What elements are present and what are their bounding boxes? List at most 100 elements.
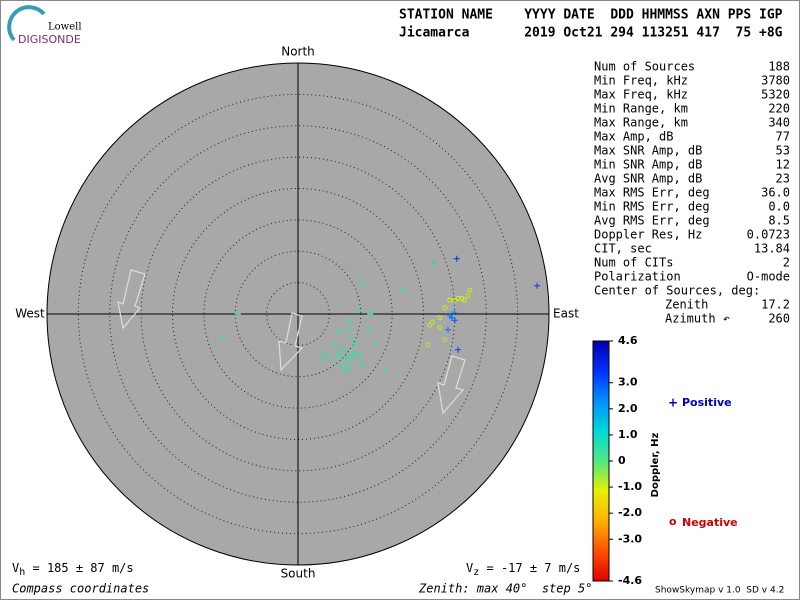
stat-label: Min RMS Err, deg	[594, 200, 710, 214]
source-positive	[355, 307, 362, 314]
source-positive	[451, 309, 458, 316]
vz-sub: z	[473, 567, 479, 578]
west-label: West	[15, 307, 45, 321]
source-positive	[347, 326, 354, 333]
stat-value: 13.84	[754, 242, 790, 256]
zenith-note: Zenith: max 40° step 5°	[418, 582, 592, 596]
stat-value: 0.0723	[747, 228, 790, 242]
legend-marker: +	[668, 396, 678, 410]
stat-value: 36.0	[761, 186, 790, 200]
south-label: South	[281, 567, 316, 581]
source-negative	[442, 337, 448, 343]
stat-value: 23	[776, 172, 790, 186]
stat-value: 3780	[761, 74, 790, 88]
stats-table: Num of Sources 188 Min Freq, kHz 3780 Max Fr…	[594, 60, 790, 326]
center-value: 260	[768, 312, 790, 326]
source-negative	[427, 322, 433, 328]
stat-value: 77	[776, 130, 790, 144]
source-positive	[453, 255, 460, 262]
stat-label: Min Range, km	[594, 102, 688, 116]
stat-label: Num of CITs	[594, 256, 673, 270]
source-positive	[343, 354, 350, 361]
colorbar-tick-label: 3.0	[618, 376, 638, 389]
center-title: Center of Sources, deg:	[594, 284, 760, 298]
source-positive	[345, 317, 352, 324]
source-positive	[327, 356, 334, 363]
stat-value: 188	[768, 60, 790, 74]
source-positive	[365, 326, 372, 333]
stat-label: Avg SNR Amp, dB	[594, 172, 702, 186]
stat-label: Max Amp, dB	[594, 130, 673, 144]
source-positive	[367, 311, 374, 317]
coords-note: Compass coordinates	[12, 582, 149, 596]
source-positive	[318, 356, 325, 363]
source-negative	[437, 325, 443, 331]
header-values: Jicamarca 2019 Oct21 294 113251 417 75 +…	[399, 26, 783, 41]
source-negative	[467, 287, 473, 293]
colorbar-label: Doppler, Hz	[650, 433, 661, 498]
source-positive	[451, 317, 458, 324]
source-positive	[446, 312, 453, 319]
source-positive	[332, 341, 339, 348]
colorbar-tick-label: 4.6	[618, 334, 638, 347]
stat-label: Avg RMS Err, deg	[594, 214, 710, 228]
stat-label: CIT, sec	[594, 242, 652, 256]
logo-top: Lowell	[48, 22, 82, 33]
stat-label: Doppler Res, Hz	[594, 228, 702, 242]
source-positive	[352, 349, 359, 356]
vh-symbol: V	[12, 561, 19, 575]
stat-value: 0.0	[768, 200, 790, 214]
stat-label: Max SNR Amp, dB	[594, 144, 702, 158]
stat-label: Max RMS Err, deg	[594, 186, 710, 200]
colorbar-tick-label: -4.6	[618, 574, 642, 587]
source-negative	[429, 319, 435, 325]
source-positive	[444, 326, 451, 333]
logo-bottom: DIGISONDE	[18, 33, 81, 46]
source-positive	[455, 346, 462, 353]
colorbar-tick-label: 2.0	[618, 402, 638, 415]
velocity-arrows	[117, 269, 466, 415]
stat-value: 5320	[761, 88, 790, 102]
colorbar-tick-label: 0	[618, 454, 626, 467]
north-label: North	[281, 45, 315, 59]
legend-text: Positive	[682, 396, 732, 409]
colorbar	[592, 340, 610, 582]
colorbar-tick-label: -3.0	[618, 532, 642, 545]
source-positive	[372, 339, 379, 346]
source-positive	[335, 354, 342, 361]
east-label: East	[553, 307, 579, 321]
source-positive	[359, 361, 366, 368]
version: ShowSkymap v 1.0 SD v 4.2	[655, 586, 784, 596]
stat-value: 220	[768, 102, 790, 116]
source-positive	[342, 346, 349, 353]
vh-sub: h	[19, 567, 25, 578]
stat-label: Max Range, km	[594, 116, 688, 130]
stat-label: Min SNR Amp, dB	[594, 158, 702, 172]
source-positive	[348, 336, 355, 343]
vz-symbol: V	[466, 561, 473, 575]
source-positive	[337, 329, 344, 336]
stat-value: 8.5	[768, 214, 790, 228]
source-positive	[352, 341, 359, 348]
vh-text: Vh = 185 ± 87 m/s	[12, 561, 134, 579]
colorbar-ticks: 4.6 3.0 2.0 1.0 0 -1.0 -2.0 -3.0 -4.6	[609, 334, 642, 587]
source-negative	[455, 295, 461, 301]
source-positive	[429, 260, 436, 267]
legend-marker: o	[669, 515, 677, 528]
vz-text: Vz = -17 ± 7 m/s	[466, 561, 580, 579]
source-negative	[425, 342, 431, 348]
source-positive	[357, 353, 364, 360]
stat-value: 340	[768, 116, 790, 130]
colorbar-tick-label: 1.0	[618, 428, 638, 441]
stat-value: 2	[783, 256, 790, 270]
stat-value: O-mode	[747, 270, 790, 284]
source-positive	[348, 351, 355, 358]
stat-label: Num of Sources	[594, 60, 695, 74]
source-positive	[219, 334, 226, 341]
source-negative	[447, 297, 453, 303]
source-positive	[399, 287, 406, 294]
stat-value: 53	[776, 144, 790, 158]
source-positive	[337, 349, 344, 356]
stat-value: 12	[776, 158, 790, 172]
